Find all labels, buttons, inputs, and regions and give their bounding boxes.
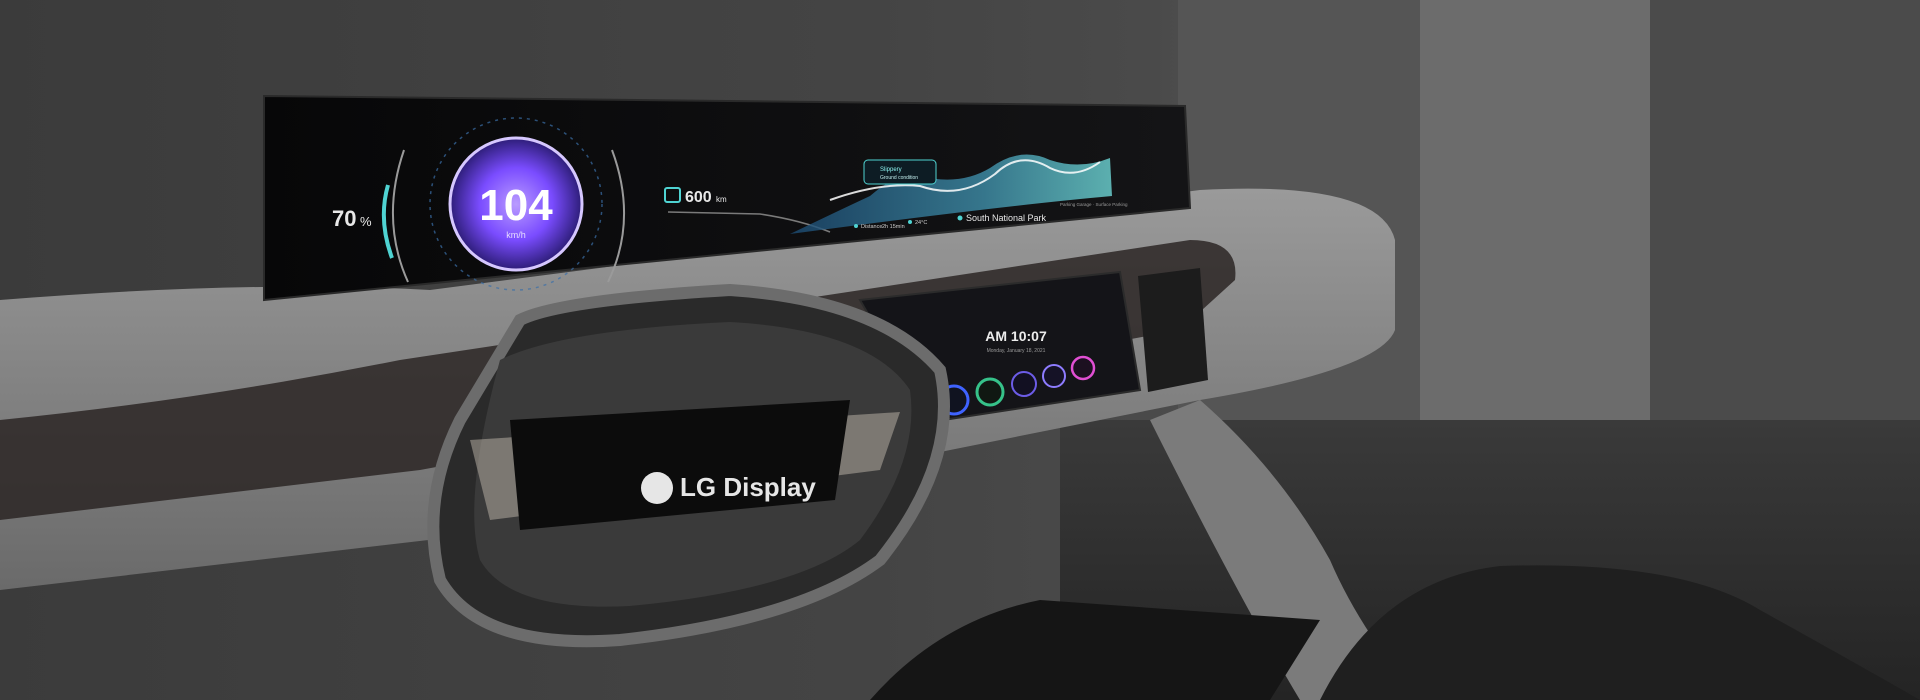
route-card-subtitle: Ground condition — [880, 175, 918, 181]
center-date: Monday, January 18, 2021 — [987, 348, 1046, 354]
light-opening — [1420, 0, 1650, 430]
route-card-title: Slippery — [880, 167, 902, 173]
battery-value: 70 — [332, 206, 356, 231]
speed-value: 104 — [479, 181, 553, 230]
route-card — [863, 159, 937, 185]
gauge-outer-arc-right — [607, 149, 625, 283]
app-navigation-icon[interactable] — [1011, 371, 1037, 397]
steering-brand: LG Display — [680, 472, 816, 502]
app-music-icon[interactable] — [975, 377, 1005, 407]
steering-hub-screen — [510, 400, 850, 530]
distance-icon — [854, 224, 858, 228]
battery-gauge-arc — [381, 184, 394, 259]
center-clock: AM 10:07 — [985, 328, 1047, 344]
elevation-line — [829, 159, 1101, 201]
destination-pin-icon — [957, 215, 963, 221]
temperature-value: 24°C — [915, 220, 927, 226]
terrain-visualization — [790, 154, 1112, 234]
lg-logo — [641, 472, 673, 504]
gauge-outer-arc-left — [392, 149, 409, 283]
battery-unit: % — [360, 214, 372, 229]
center-console-leg — [1150, 400, 1420, 700]
seat — [1320, 565, 1920, 700]
air-vent — [1138, 268, 1208, 392]
floor-shadow — [870, 600, 1320, 700]
distance-label: Distance — [861, 224, 882, 230]
parking-info: Parking Garage · Surface Parking — [1060, 202, 1128, 207]
range-unit: km — [716, 195, 727, 204]
app-settings-icon[interactable] — [1042, 364, 1066, 388]
destination-name: South National Park — [966, 213, 1047, 223]
speed-gauge — [448, 136, 584, 272]
app-media-icon[interactable] — [1070, 355, 1096, 381]
temperature-icon — [908, 220, 912, 224]
speed-unit: km/h — [506, 230, 526, 240]
range-value: 600 — [685, 189, 712, 206]
distance-value: 2h 15min — [882, 224, 905, 230]
range-icon — [664, 187, 681, 203]
speed-particle-ring — [429, 117, 603, 291]
